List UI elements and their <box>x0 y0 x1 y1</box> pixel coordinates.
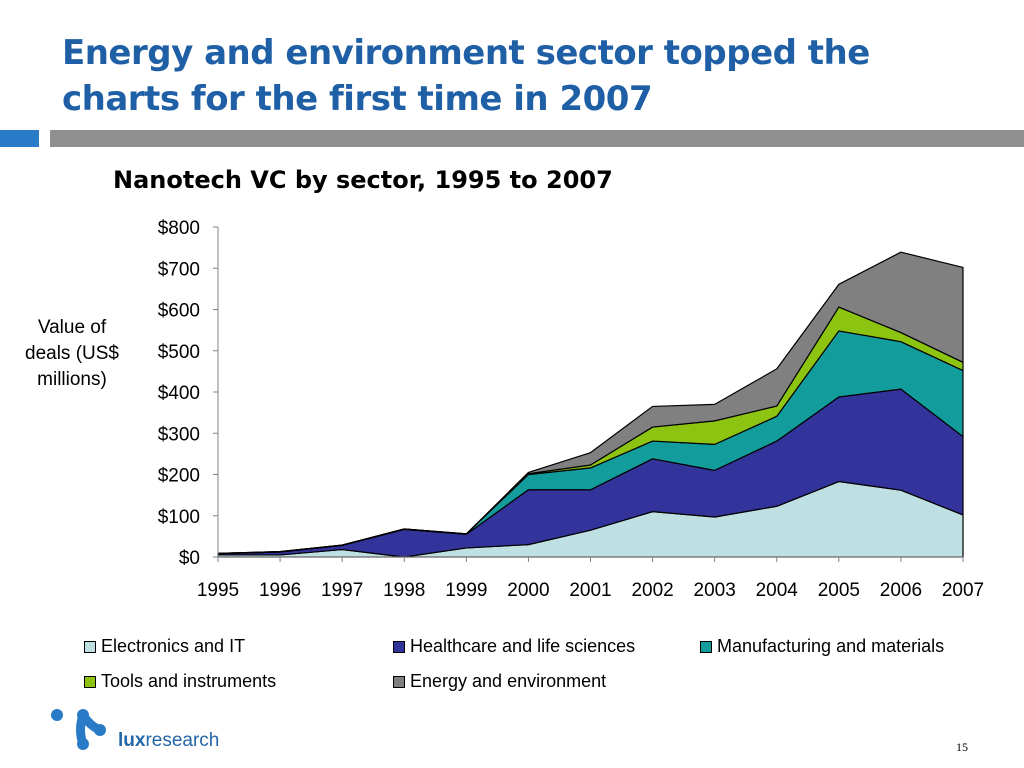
y-tick-label: $700 <box>158 259 200 280</box>
y-tick-label: $400 <box>158 383 200 404</box>
y-tick-label: $0 <box>179 548 200 569</box>
chart-title: Nanotech VC by sector, 1995 to 2007 <box>113 166 613 194</box>
title-rule-bar <box>50 130 1024 147</box>
x-tick-label: 2003 <box>694 580 736 601</box>
slide-title: Energy and environment sector topped the… <box>62 33 870 119</box>
x-tick-label: 2007 <box>942 580 984 601</box>
y-axis-label: Value of deals (US$ millions) <box>25 317 119 390</box>
x-tick-label: 2002 <box>631 580 673 601</box>
x-tick-label: 1996 <box>259 580 301 601</box>
area-energy-and-environment <box>217 251 964 554</box>
x-tick-label: 2004 <box>756 580 799 601</box>
y-tick-label: $500 <box>158 342 200 363</box>
x-tick-label: 1995 <box>197 580 239 601</box>
x-tick-label: 2005 <box>818 580 860 601</box>
y-tick-label: $200 <box>158 466 200 487</box>
y-tick-label: $600 <box>158 301 200 322</box>
x-tick-label: 2006 <box>880 580 922 601</box>
logo-brand: lux <box>118 730 146 751</box>
title-accent-bar <box>0 130 39 147</box>
y-tick-label: $300 <box>158 424 200 445</box>
logo-wordmark: luxresearch <box>118 730 219 752</box>
x-tick-label: 2000 <box>507 580 549 601</box>
lux-research-logo-icon <box>51 709 106 750</box>
x-tick-label: 1999 <box>445 580 487 601</box>
page-number: 15 <box>956 740 968 754</box>
logo-suffix: research <box>145 730 220 751</box>
x-tick-label: 2001 <box>569 580 611 601</box>
x-tick-label: 1997 <box>321 580 363 601</box>
y-tick-label: $100 <box>158 507 200 528</box>
x-tick-label: 1998 <box>383 580 425 601</box>
y-tick-label: $800 <box>158 218 200 239</box>
